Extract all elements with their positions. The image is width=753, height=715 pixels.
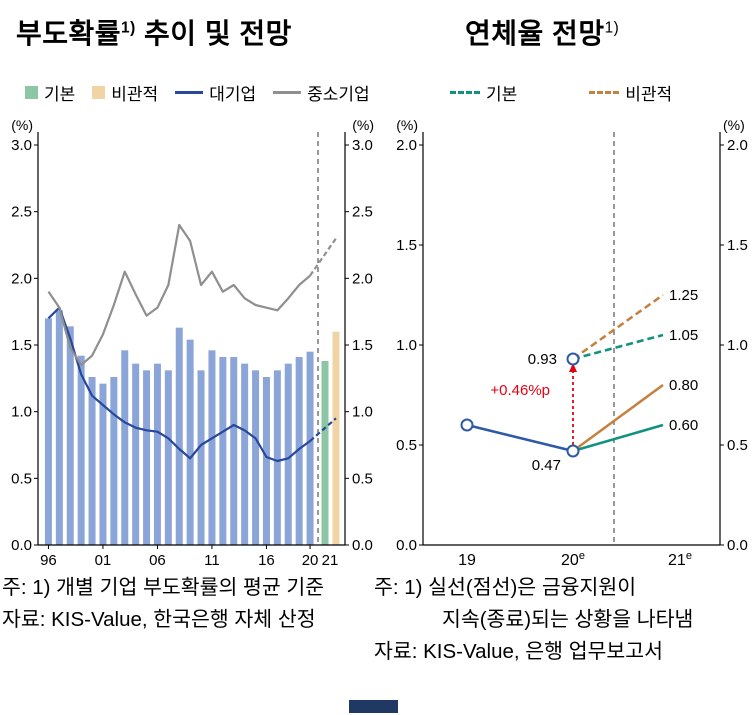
- svg-text:1.25: 1.25: [669, 287, 698, 304]
- svg-text:16: 16: [258, 552, 275, 569]
- svg-text:0.80: 0.80: [669, 377, 698, 394]
- series-line: [466, 423, 574, 453]
- svg-text:96: 96: [40, 552, 57, 569]
- note-line: 지속(종료)되는 상황을 나타냄: [442, 608, 694, 631]
- left-chart-notes: 주: 1) 개별 기업 부도확률의 평균 기준 자료: KIS-Value, 한…: [2, 572, 324, 636]
- legend-label: 대기업: [209, 85, 257, 104]
- svg-text:0.47: 0.47: [532, 457, 561, 474]
- history-bars: [44, 310, 314, 545]
- large-corp-line-icon: [175, 91, 204, 94]
- source-line: 자료: KIS-Value, 한국은행 자체 산정: [2, 608, 316, 631]
- svg-text:06: 06: [149, 552, 166, 569]
- svg-text:0.0: 0.0: [727, 537, 748, 554]
- point-markers: 0.93 0.47: [460, 351, 580, 474]
- right-chart-title: 연체율 전망1): [465, 12, 619, 52]
- svg-text:(%): (%): [396, 118, 418, 133]
- svg-text:1.5: 1.5: [396, 237, 417, 254]
- svg-text:1.05: 1.05: [669, 327, 698, 344]
- svg-text:(%): (%): [352, 118, 374, 133]
- svg-text:+0.46%p: +0.46%p: [490, 382, 550, 399]
- note-line: 주: 1) 실선(점선)은 금융지원이: [374, 576, 637, 599]
- svg-text:1.0: 1.0: [396, 337, 417, 354]
- legend-label: 중소기업: [307, 85, 370, 104]
- legend-item-basic: 기본: [25, 80, 75, 105]
- svg-text:0.5: 0.5: [352, 470, 373, 487]
- note-line: 주: 1) 개별 기업 부도확률의 평균 기준: [2, 576, 325, 599]
- series-line: [47, 223, 337, 367]
- svg-text:0.5: 0.5: [396, 437, 417, 454]
- svg-text:2.5: 2.5: [352, 204, 373, 221]
- svg-text:2.5: 2.5: [11, 204, 32, 221]
- legend-item-sme: 중소기업: [273, 80, 370, 105]
- svg-text:2.0: 2.0: [352, 270, 373, 287]
- svg-text:3.0: 3.0: [11, 137, 32, 154]
- pessimistic-dashed-line-icon: [589, 91, 620, 94]
- source-line: 자료: KIS-Value, 은행 업무보고서: [374, 640, 663, 663]
- svg-text:20e: 20e: [561, 550, 585, 569]
- legend-label: 비관적: [111, 85, 159, 104]
- svg-text:1.5: 1.5: [727, 237, 748, 254]
- series-line: 1.25: [572, 287, 698, 361]
- svg-text:3.0: 3.0: [352, 137, 373, 154]
- svg-text:0.5: 0.5: [11, 470, 32, 487]
- axes: 3.0 3.0 2.5 2.5 2.0 2.0 1.5 1.5 1.0 1.0 0.5 0.5 0.0 0…: [11, 118, 374, 569]
- svg-text:11: 11: [204, 552, 220, 569]
- legend-item-basic: 기본: [450, 80, 517, 105]
- pessimistic-swatch-icon: [92, 86, 106, 99]
- series-line: 0.80: [572, 377, 698, 453]
- legend-item-pessimistic: 비관적: [589, 80, 672, 105]
- svg-text:0.0: 0.0: [396, 537, 417, 554]
- svg-text:1.5: 1.5: [352, 337, 373, 354]
- svg-text:0.0: 0.0: [352, 537, 373, 554]
- legend-item-pessimistic: 비관적: [92, 80, 158, 105]
- legend-label: 비관적: [625, 85, 673, 104]
- svg-text:21: 21: [322, 552, 339, 569]
- legend-label: 기본: [486, 85, 518, 104]
- svg-text:20: 20: [302, 552, 319, 569]
- svg-text:2.0: 2.0: [11, 270, 32, 287]
- title-text: 부도확률: [16, 18, 122, 49]
- series-line: 1.05: [572, 327, 698, 361]
- series-line: [47, 306, 337, 463]
- title-footnote-mark: 1): [121, 19, 136, 37]
- sme-line-icon: [273, 91, 302, 94]
- basic-swatch-icon: [25, 86, 38, 99]
- legend-label: 기본: [44, 85, 76, 104]
- svg-text:1.0: 1.0: [352, 404, 373, 421]
- svg-text:01: 01: [95, 552, 112, 569]
- right-chart-notes: 주: 1) 실선(점선)은 금융지원이 지속(종료)되는 상황을 나타냄 자료:…: [374, 572, 693, 668]
- title-footnote-mark: 1): [604, 19, 620, 37]
- basic-dashed-line-icon: [450, 91, 480, 94]
- svg-text:(%): (%): [723, 118, 745, 133]
- svg-text:2.0: 2.0: [727, 137, 748, 154]
- svg-text:0.5: 0.5: [727, 437, 748, 454]
- svg-text:0.0: 0.0: [11, 537, 32, 554]
- svg-text:1.5: 1.5: [11, 337, 32, 354]
- legend-item-large-corp: 대기업: [175, 80, 256, 105]
- right-chart-legend: 기본 비관적: [450, 80, 672, 105]
- series-line: 0.60: [572, 417, 698, 453]
- delinquency-forecast-chart: 0.60 0.80 1.05 1.25 +0.46%p 0.93 0.47 2.0 2.0 1.5…: [396, 118, 748, 569]
- svg-text:19: 19: [458, 552, 476, 569]
- svg-text:1.0: 1.0: [727, 337, 748, 354]
- axes: 2.0 2.0 1.5 1.5 1.0 1.0 0.5 0.5 0.0 0.0 (%) (%) 19 20…: [396, 118, 748, 569]
- svg-text:2.0: 2.0: [396, 137, 417, 154]
- svg-text:21e: 21e: [668, 550, 692, 569]
- svg-text:0.93: 0.93: [528, 351, 557, 368]
- delta-annotation: +0.46%p: [490, 363, 577, 445]
- title-text: 추이 및 전망: [135, 18, 292, 49]
- left-chart-title: 부도확률1) 추이 및 전망: [16, 12, 292, 52]
- svg-text:1.0: 1.0: [11, 404, 32, 421]
- forecast-bars: [321, 331, 340, 545]
- left-chart-legend: 기본 비관적 대기업 중소기업: [25, 80, 370, 105]
- footer-marker: [349, 700, 398, 713]
- title-text: 연체율 전망: [465, 18, 605, 49]
- svg-text:(%): (%): [11, 118, 33, 133]
- default-probability-chart: 3.0 3.0 2.5 2.5 2.0 2.0 1.5 1.5 1.0 1.0 0.5 0.5 0.0 0…: [11, 118, 374, 569]
- svg-text:0.60: 0.60: [669, 417, 698, 434]
